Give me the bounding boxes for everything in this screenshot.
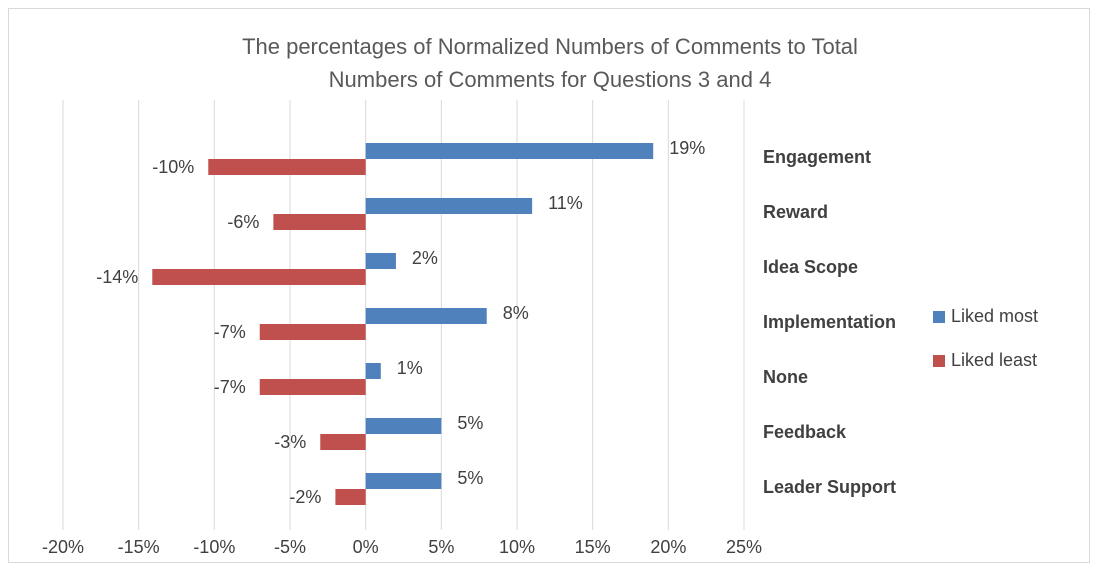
data-label: -7% bbox=[214, 322, 246, 342]
data-label: -14% bbox=[96, 267, 138, 287]
x-tick-label: 15% bbox=[575, 537, 611, 557]
data-label: 5% bbox=[457, 468, 483, 488]
x-tick-label: 20% bbox=[650, 537, 686, 557]
category-label: None bbox=[763, 367, 808, 387]
x-tick-label: 10% bbox=[499, 537, 535, 557]
category-label: Leader Support bbox=[763, 477, 896, 497]
chart-frame bbox=[8, 8, 1090, 563]
data-label: -7% bbox=[214, 377, 246, 397]
bar bbox=[259, 379, 366, 395]
bar bbox=[365, 363, 381, 379]
category-label: Idea Scope bbox=[763, 257, 858, 277]
data-label: 8% bbox=[503, 303, 529, 323]
data-label: -2% bbox=[289, 487, 321, 507]
data-label: -6% bbox=[227, 212, 259, 232]
bar bbox=[273, 214, 366, 230]
chart-title: The percentages of Normalized Numbers of… bbox=[242, 34, 858, 92]
bar bbox=[320, 434, 366, 450]
data-label: 19% bbox=[669, 138, 705, 158]
data-label: -3% bbox=[274, 432, 306, 452]
x-tick-label: 5% bbox=[428, 537, 454, 557]
category-label: Reward bbox=[763, 202, 828, 222]
x-tick-label: 25% bbox=[726, 537, 762, 557]
category-label: Feedback bbox=[763, 422, 847, 442]
bar bbox=[335, 489, 366, 505]
bar bbox=[365, 198, 533, 214]
category-label: Implementation bbox=[763, 312, 896, 332]
bar bbox=[365, 253, 396, 269]
data-label: 1% bbox=[397, 358, 423, 378]
data-label: -10% bbox=[152, 157, 194, 177]
bar bbox=[259, 324, 366, 340]
bar bbox=[152, 269, 366, 285]
legend-label: Liked least bbox=[951, 350, 1037, 370]
data-label: 11% bbox=[548, 193, 583, 213]
legend-swatch bbox=[933, 355, 945, 367]
x-tick-label: -10% bbox=[193, 537, 235, 557]
x-tick-label: -15% bbox=[118, 537, 160, 557]
legend-label: Liked most bbox=[951, 306, 1038, 326]
x-tick-label: -5% bbox=[274, 537, 306, 557]
data-label: 2% bbox=[412, 248, 438, 268]
bar bbox=[365, 473, 442, 489]
x-tick-label: -20% bbox=[42, 537, 84, 557]
bar bbox=[208, 159, 366, 175]
bar bbox=[365, 418, 442, 434]
data-label: 5% bbox=[457, 413, 483, 433]
x-tick-label: 0% bbox=[353, 537, 379, 557]
bar bbox=[365, 308, 487, 324]
bar bbox=[365, 143, 654, 159]
category-label: Engagement bbox=[763, 147, 871, 167]
legend-swatch bbox=[933, 311, 945, 323]
